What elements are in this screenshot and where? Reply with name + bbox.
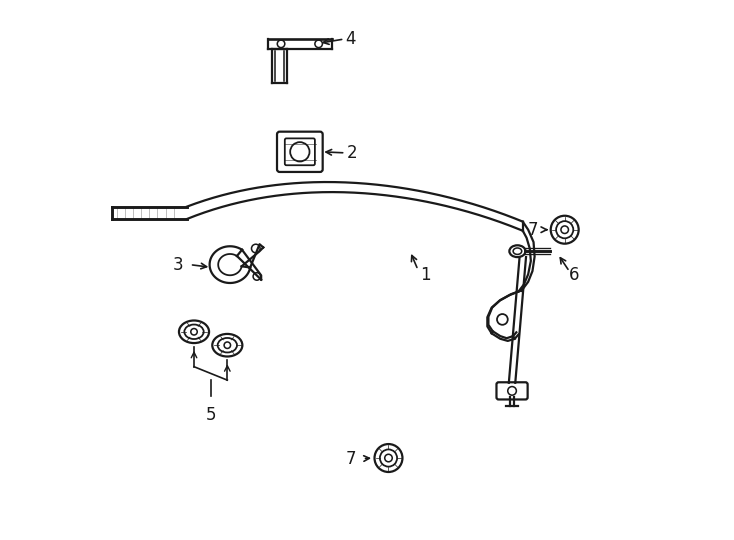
Circle shape xyxy=(556,221,573,238)
Circle shape xyxy=(224,342,230,348)
FancyBboxPatch shape xyxy=(277,132,323,172)
Circle shape xyxy=(277,40,285,48)
FancyBboxPatch shape xyxy=(496,382,528,400)
Circle shape xyxy=(508,387,516,395)
Circle shape xyxy=(191,328,197,335)
Circle shape xyxy=(315,40,322,48)
Text: 1: 1 xyxy=(420,266,430,285)
Text: 3: 3 xyxy=(172,255,184,274)
Ellipse shape xyxy=(212,334,242,356)
Text: 5: 5 xyxy=(206,406,216,424)
Ellipse shape xyxy=(184,325,203,339)
Text: 4: 4 xyxy=(346,30,356,48)
Ellipse shape xyxy=(513,248,522,254)
Circle shape xyxy=(252,244,260,253)
Circle shape xyxy=(561,226,568,233)
Circle shape xyxy=(550,216,578,244)
Circle shape xyxy=(497,314,508,325)
Circle shape xyxy=(253,273,261,280)
Text: 2: 2 xyxy=(346,144,357,162)
Ellipse shape xyxy=(509,245,526,257)
Ellipse shape xyxy=(218,338,237,353)
Ellipse shape xyxy=(179,321,209,343)
Circle shape xyxy=(374,444,402,472)
Text: 7: 7 xyxy=(527,221,538,239)
Circle shape xyxy=(290,142,310,161)
Circle shape xyxy=(380,449,397,467)
Circle shape xyxy=(385,454,392,462)
Text: 6: 6 xyxy=(568,266,579,285)
Text: 7: 7 xyxy=(346,450,356,468)
FancyBboxPatch shape xyxy=(285,138,315,165)
